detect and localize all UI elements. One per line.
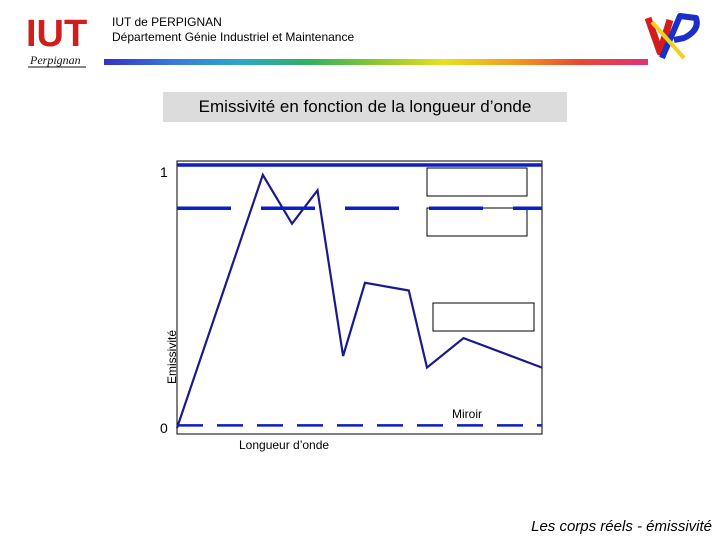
x-axis-label: Longueur d’onde xyxy=(239,438,329,452)
legend-boxes xyxy=(426,167,535,332)
header-text-block: IUT de PERPIGNAN Département Génie Indus… xyxy=(112,15,354,45)
rainbow-divider xyxy=(104,59,648,65)
iut-logo-letters: IUT xyxy=(26,13,87,55)
slide-footer: Les corps réels - émissivité xyxy=(531,518,712,535)
y-tick-label-0: 0 xyxy=(160,420,168,436)
institution-name: IUT de PERPIGNAN xyxy=(112,15,222,29)
up-logo: UP xyxy=(644,13,700,60)
department-name: Département Génie Industriel et Maintena… xyxy=(112,30,355,44)
iut-logo-script: Perpignan xyxy=(29,53,81,67)
y-tick-label-1: 1 xyxy=(160,164,168,180)
legend-box xyxy=(426,167,528,197)
series-line-0 xyxy=(175,172,543,429)
series-layer xyxy=(175,163,543,429)
legend-box xyxy=(432,302,535,332)
legend-box xyxy=(426,207,528,237)
y-axis-label: Emissivité xyxy=(165,330,179,384)
plot-frame xyxy=(176,160,543,435)
slide-title: Emissivité en fonction de la longueur d’… xyxy=(163,92,567,122)
miroir-annotation: Miroir xyxy=(452,407,482,421)
iut-logo: IUT Perpignan xyxy=(26,13,87,68)
